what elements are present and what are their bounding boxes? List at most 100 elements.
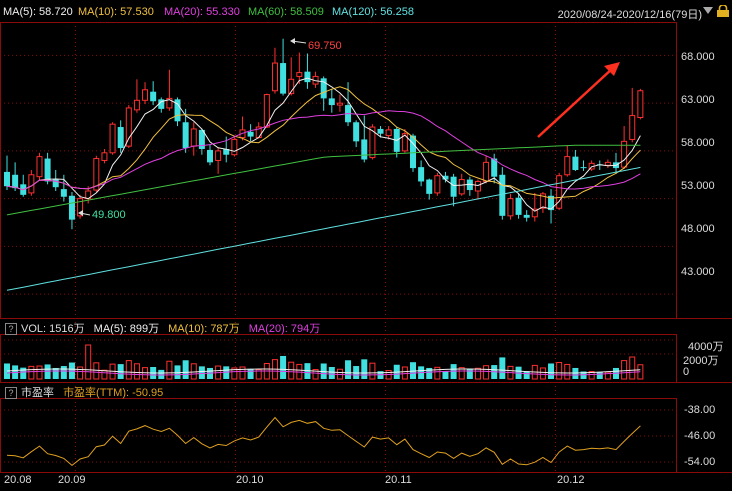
candle-body xyxy=(288,78,295,95)
volume-bar xyxy=(483,365,490,380)
volume-panel-header: ? VOL: 1516万 MA(5): 899万 MA(10): 787万 MA(… xyxy=(0,320,320,336)
help-icon[interactable]: ? xyxy=(5,323,17,336)
date-axis-label: 20.12 xyxy=(557,474,585,486)
ma120-line xyxy=(6,166,641,291)
candle-body xyxy=(491,158,498,177)
volume-bar xyxy=(77,366,84,380)
candle-body xyxy=(109,123,116,154)
candle-body xyxy=(499,174,506,216)
volume-bar xyxy=(239,366,246,380)
volume-bar xyxy=(401,366,408,380)
price-axis-label: 48.000 xyxy=(681,223,715,235)
volume-bar xyxy=(101,369,108,380)
volume-bar xyxy=(588,370,595,380)
candle-body xyxy=(564,156,571,176)
candle-body xyxy=(450,176,457,197)
volume-axis-label: 4000万 xyxy=(688,341,724,353)
volume-bar xyxy=(458,367,465,380)
volume-bar xyxy=(280,355,287,379)
volume-bar xyxy=(20,367,27,379)
candle-body xyxy=(207,149,213,163)
volume-bar xyxy=(621,360,628,380)
candle-body xyxy=(68,195,75,220)
volume-ma20-line xyxy=(6,370,641,376)
volume-bar xyxy=(60,366,67,379)
pe-panel-header: ? 市盈率 市盈率(TTM): -50.95 xyxy=(0,384,163,400)
chevron-down-icon[interactable] xyxy=(703,7,713,14)
volume-bar xyxy=(190,363,197,380)
candles xyxy=(4,38,644,230)
candle-body xyxy=(190,128,197,147)
ma120-label: MA(120): 56.258 xyxy=(332,6,414,18)
volume-bar xyxy=(369,362,376,380)
volume-bar xyxy=(474,367,481,380)
volume-bar xyxy=(564,363,571,380)
candle-body xyxy=(36,156,43,178)
candle-body xyxy=(580,167,587,169)
help-icon[interactable]: ? xyxy=(5,387,17,400)
pe-axis-label: -46.00 xyxy=(684,430,716,442)
candle-body xyxy=(353,122,360,142)
candle-body xyxy=(604,161,611,166)
candle-body xyxy=(385,129,392,137)
panel-frame xyxy=(0,398,677,473)
volume-bar xyxy=(125,360,132,380)
volume-ma5-line xyxy=(6,368,641,374)
candle-body xyxy=(458,179,465,195)
volume-bar xyxy=(288,361,295,380)
volume-axis-label: 0 xyxy=(683,366,690,378)
candle-body xyxy=(474,180,481,192)
candle-body xyxy=(531,208,538,218)
volume-bar xyxy=(28,365,35,380)
volume-bars xyxy=(4,344,644,380)
price-axis-label: 43.000 xyxy=(681,266,715,278)
ma20-line xyxy=(6,110,641,191)
vol-label: VOL: 1516万 xyxy=(21,323,85,335)
candle-body xyxy=(539,193,546,209)
candle-body xyxy=(361,139,368,160)
candle-body xyxy=(572,156,579,170)
candle-body xyxy=(523,214,530,218)
candle-body xyxy=(150,91,157,102)
candle-body xyxy=(182,122,189,149)
high-price-annotation: 69.750 xyxy=(308,40,342,52)
volume-bar xyxy=(182,360,189,379)
trend-arrow xyxy=(537,62,620,138)
candle-body xyxy=(320,78,327,99)
candle-body xyxy=(304,71,311,83)
candle-body xyxy=(280,63,287,94)
candle-body xyxy=(629,115,636,140)
volume-bar xyxy=(548,363,555,379)
ma10-line xyxy=(6,86,641,199)
candle-body xyxy=(133,99,140,111)
volume-bar xyxy=(255,369,262,380)
lock-icon[interactable] xyxy=(716,4,730,17)
volume-bar xyxy=(596,371,603,379)
annotation-pointers xyxy=(78,38,307,216)
volume-axis-label: 2000万 xyxy=(683,355,719,367)
candle-body xyxy=(434,175,441,194)
candle-body xyxy=(166,97,173,109)
candle-body xyxy=(377,128,384,134)
volume-bar xyxy=(52,367,59,379)
date-range-selector[interactable]: 2020/08/24-2020/12/16(79日) xyxy=(557,9,702,21)
candle-body xyxy=(271,62,278,92)
candle-body xyxy=(101,152,108,161)
candle-body xyxy=(12,174,19,189)
volume-bar xyxy=(4,363,10,379)
candle-body xyxy=(247,131,254,137)
candle-body xyxy=(418,167,425,182)
pe-ttm-label: 市盈率(TTM): -50.95 xyxy=(63,387,164,399)
volume-bar xyxy=(466,368,473,379)
pe-axis-label: -54.00 xyxy=(684,456,716,468)
vol-ma5-label: MA(5): 899万 xyxy=(93,323,160,335)
date-axis-label: 20.08 xyxy=(4,474,32,486)
date-axis-label: 20.09 xyxy=(58,474,86,486)
candle-body xyxy=(93,158,100,191)
candle-body xyxy=(52,179,59,188)
volume-bar xyxy=(174,365,181,379)
candle-body xyxy=(28,174,35,194)
candle-body xyxy=(60,189,67,197)
date-axis-label: 20.10 xyxy=(236,474,264,486)
